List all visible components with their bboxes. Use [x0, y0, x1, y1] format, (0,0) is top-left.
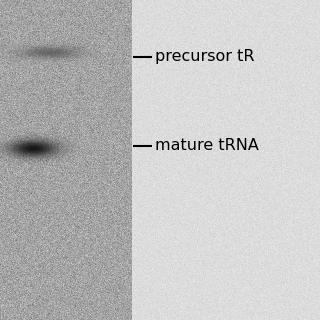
- Text: precursor tR: precursor tR: [155, 50, 255, 64]
- Text: mature tRNA: mature tRNA: [155, 138, 259, 153]
